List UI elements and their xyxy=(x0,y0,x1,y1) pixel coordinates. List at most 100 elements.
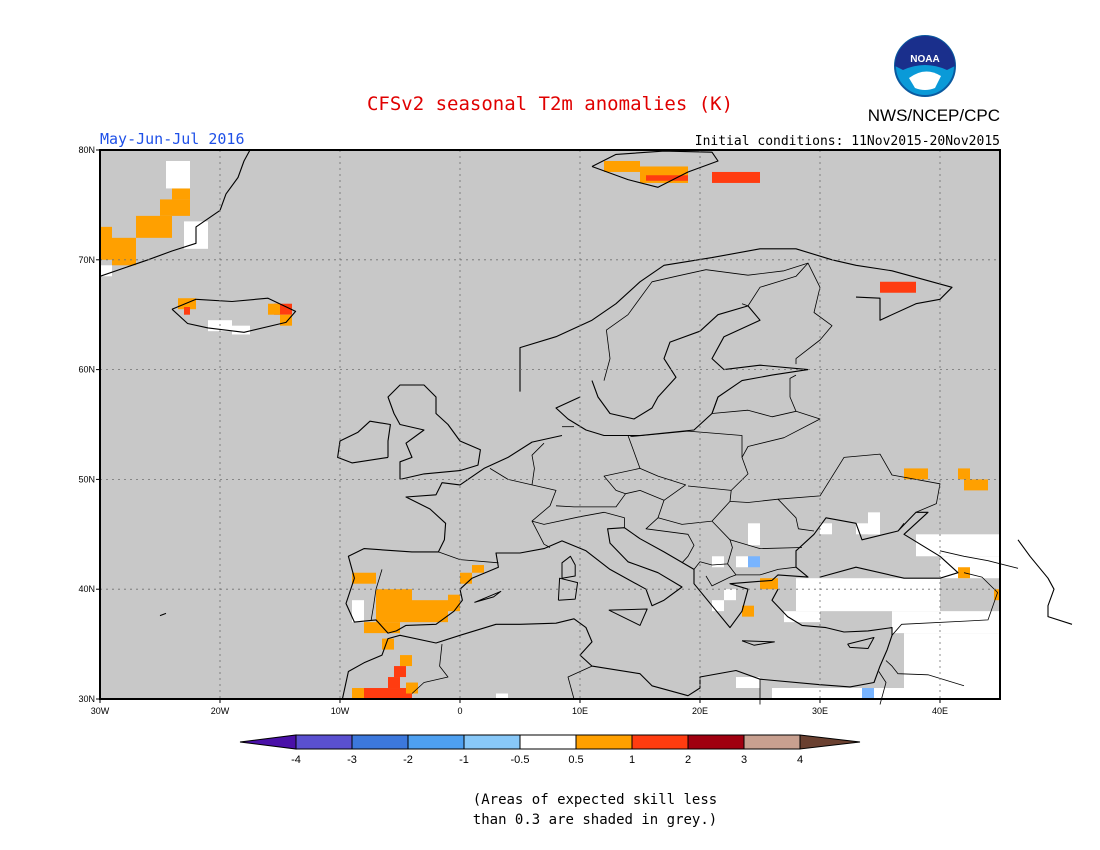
anomaly-cell-white xyxy=(724,589,736,601)
coastline xyxy=(337,420,391,464)
anomaly-cell-white xyxy=(712,556,724,568)
lon-tick-label: 0 xyxy=(457,706,462,716)
logo-text: NOAA xyxy=(910,54,939,65)
lat-tick-label: 70N xyxy=(78,255,95,265)
coastline xyxy=(341,588,893,700)
noaa-logo: NOAA xyxy=(894,35,956,97)
colorbar-swatch xyxy=(743,734,801,750)
anomaly-cell-orange xyxy=(160,199,190,216)
lon-tick-label: 40E xyxy=(932,706,948,716)
island-outline xyxy=(847,637,875,649)
anomaly-cell-orange xyxy=(760,578,778,590)
country-border xyxy=(370,569,383,620)
country-border xyxy=(657,490,732,525)
skill-caption: (Areas of expected skill less than 0.3 a… xyxy=(0,790,1100,830)
lon-tick-label: 30W xyxy=(91,706,110,716)
country-border xyxy=(531,442,545,485)
colorbar-label: -0.5 xyxy=(511,754,530,766)
coastline xyxy=(99,149,251,277)
island-outline xyxy=(561,555,576,579)
anomaly-cell-orange xyxy=(400,655,412,667)
anomaly-cell-red xyxy=(394,666,406,678)
caption-line-2: than 0.3 are shaded in grey.) xyxy=(472,812,718,828)
season-label: May-Jun-Jul 2016 xyxy=(100,130,245,148)
anomaly-cell-red xyxy=(712,171,760,183)
island-outline xyxy=(741,640,775,646)
anomaly-cell-orange xyxy=(100,226,112,260)
lon-tick-label: 20E xyxy=(692,706,708,716)
lat-tick-label: 50N xyxy=(78,474,95,484)
country-border xyxy=(645,517,695,564)
anomaly-cell-red xyxy=(274,303,292,315)
anomaly-cell-orange xyxy=(742,605,754,617)
colorbar-swatch xyxy=(575,734,633,750)
colorbar-swatch xyxy=(631,734,689,750)
anomaly-cell-white xyxy=(736,556,748,568)
colorbar-arrow-left xyxy=(239,734,297,750)
caption-line-1: (Areas of expected skill less xyxy=(472,792,718,808)
anomaly-cell-red xyxy=(184,307,190,315)
country-border xyxy=(878,671,887,705)
colorbar-label: -3 xyxy=(347,754,357,766)
lat-tick-label: 30N xyxy=(78,694,95,704)
lon-tick-label: 10W xyxy=(331,706,350,716)
anomaly-cell-orange xyxy=(460,572,472,584)
colorbar-swatch xyxy=(407,734,465,750)
anomaly-cell-white xyxy=(100,265,112,277)
island-outline xyxy=(159,612,167,617)
colorbar-swatch xyxy=(351,734,409,750)
colorbar-label: -4 xyxy=(291,754,301,766)
anomaly-cell-orange xyxy=(352,688,364,699)
country-border xyxy=(603,269,707,381)
anomaly-cell-orange xyxy=(364,622,400,634)
anomaly-cell-orange xyxy=(112,237,136,266)
anomaly-cell-light_blue xyxy=(748,556,760,568)
anomaly-cell-white xyxy=(712,600,724,612)
island-outline xyxy=(608,608,648,626)
country-border xyxy=(489,468,557,548)
anomaly-cell-red xyxy=(880,281,916,293)
anomaly-cell-orange xyxy=(412,600,448,623)
anomaly-cell-white xyxy=(820,523,832,535)
anomaly-cell-orange xyxy=(406,682,418,694)
map-background xyxy=(100,150,1000,699)
country-border xyxy=(705,262,809,276)
agency-label: NWS/NCEP/CPC xyxy=(868,106,1000,125)
anomaly-cell-white xyxy=(796,578,940,612)
country-border xyxy=(789,374,797,412)
country-borders xyxy=(370,262,1019,705)
anomaly-cell-red xyxy=(388,677,400,689)
coastlines xyxy=(99,149,1073,700)
coastline xyxy=(387,384,481,480)
lat-tick-label: 80N xyxy=(78,145,95,155)
anomaly-cell-white xyxy=(736,677,760,689)
country-border xyxy=(711,409,821,458)
anomaly-cell-white xyxy=(748,523,760,546)
anomaly-cell-orange xyxy=(178,298,196,310)
anomaly-cell-red xyxy=(364,688,412,699)
anomaly-cell-orange xyxy=(280,314,292,326)
anomaly-cell-orange xyxy=(382,638,394,650)
colorbar-label: 4 xyxy=(797,754,803,766)
anomaly-cell-orange xyxy=(352,572,376,584)
country-border xyxy=(729,539,803,549)
anomaly-cell-orange xyxy=(472,565,484,573)
country-border xyxy=(411,644,449,694)
country-border xyxy=(625,468,686,501)
colorbar-label: -2 xyxy=(403,754,413,766)
colorbar-label: 3 xyxy=(741,754,747,766)
anomaly-cell-orange xyxy=(268,303,280,315)
longitude-ticks: 30W 20W 10W 0 10E 20E 30E 40E xyxy=(91,699,948,716)
anomaly-cell-white xyxy=(496,693,508,699)
colorbar-label: 2 xyxy=(685,754,691,766)
latitude-ticks: 30N 40N 50N 60N 70N 80N xyxy=(78,145,100,704)
lon-tick-label: 10E xyxy=(572,706,588,716)
coastline xyxy=(591,305,809,420)
coastline xyxy=(591,150,719,188)
map-panel: 30W 20W 10W 0 10E 20E 30E 40E 30N 40N 50N 60N 70N 80… xyxy=(78,145,1073,716)
anomaly-cell-orange xyxy=(172,188,190,200)
anomaly-cell-white xyxy=(916,534,1000,557)
lat-tick-label: 40N xyxy=(78,584,95,594)
anomaly-cell-red xyxy=(646,175,688,181)
